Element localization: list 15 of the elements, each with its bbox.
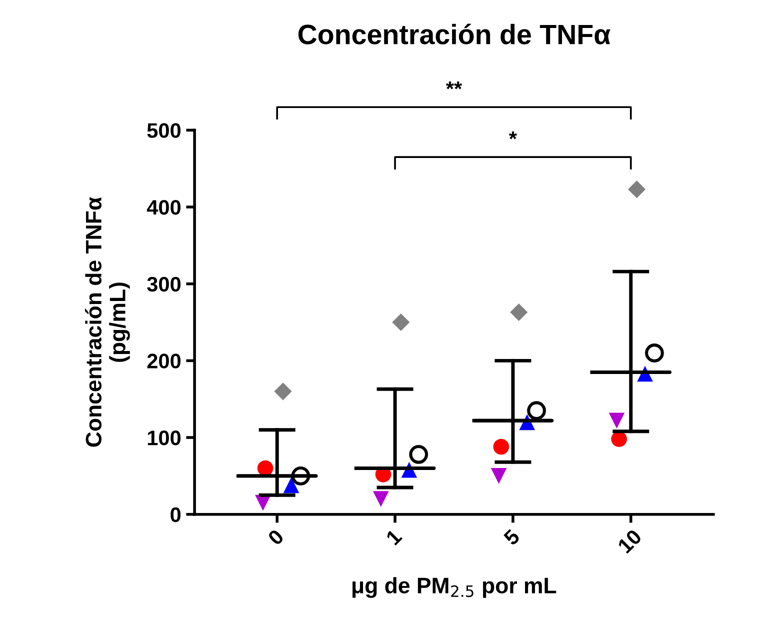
x-tick-label: 1 xyxy=(386,528,403,546)
text: ** xyxy=(446,82,462,90)
x-tick-label: 0 xyxy=(267,528,285,546)
annotation: * xyxy=(508,131,517,140)
y-tick-label: 400 xyxy=(146,200,181,215)
x-tick-label: 10 xyxy=(617,528,642,554)
y-tick-label: 300 xyxy=(147,276,181,292)
chart-title: Concentración de TNFα xyxy=(298,24,610,44)
x-axis-title: μg de PM$_{2.5}$ por mL xyxy=(352,577,556,598)
y-tick-label: 100 xyxy=(148,430,181,446)
y-tick-label: 0 xyxy=(170,507,181,522)
y-axis-title: Concentración de TNFα (pg/mL) xyxy=(85,197,130,447)
y-tick-label: 500 xyxy=(147,123,181,138)
x-tick-label: 5 xyxy=(502,528,521,546)
y-tick-label: 200 xyxy=(147,354,181,368)
